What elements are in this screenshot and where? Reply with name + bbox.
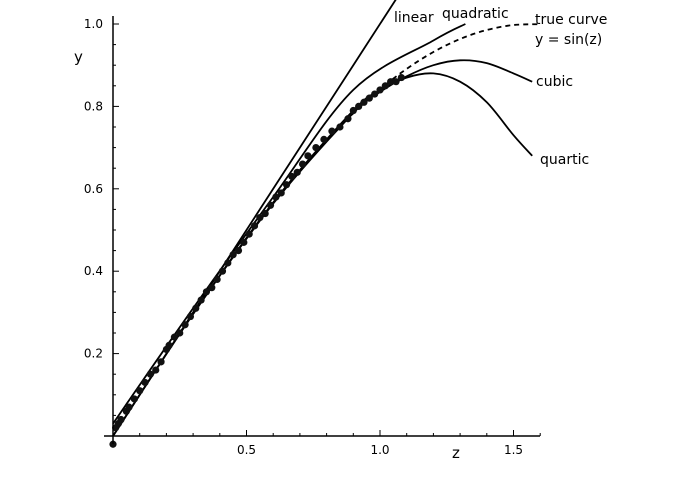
y-tick-label: 1.0 xyxy=(84,17,103,31)
data-point xyxy=(397,73,405,82)
series-line-true-curve xyxy=(325,23,541,142)
data-point xyxy=(392,78,400,86)
data-point xyxy=(213,275,221,284)
data-point xyxy=(234,247,243,255)
data-point xyxy=(381,82,389,90)
data-point xyxy=(109,440,117,448)
data-point xyxy=(344,115,352,123)
data-point xyxy=(250,222,259,230)
series-layer xyxy=(112,0,541,437)
data-point xyxy=(117,415,125,424)
curve-label-quartic: quartic xyxy=(540,152,589,168)
data-point xyxy=(360,98,368,106)
data-point xyxy=(157,358,165,366)
data-point xyxy=(245,230,253,238)
data-point xyxy=(208,284,216,292)
data-point xyxy=(170,333,179,341)
curve-label-true-curve: true curve xyxy=(535,12,607,28)
x-tick-label: 1.5 xyxy=(504,443,523,457)
data-point xyxy=(261,209,269,218)
data-point xyxy=(355,102,363,110)
data-point xyxy=(349,106,357,115)
ticks: 0.2 0.4 0.6 0.8 1.0 0.5 1.0 1.5 xyxy=(84,17,541,457)
y-tick-label: 0.8 xyxy=(84,99,103,113)
data-point xyxy=(256,214,264,222)
data-point xyxy=(277,189,285,197)
curve-labels: linear quadratic true curve y = sin(z) c… xyxy=(394,6,607,168)
y-tick-label: 0.6 xyxy=(84,182,103,196)
y-tick-label: 0.2 xyxy=(84,347,103,361)
data-point xyxy=(130,395,138,403)
curve-label-cubic: cubic xyxy=(536,74,573,90)
data-point xyxy=(336,123,344,131)
data-point xyxy=(202,288,211,296)
curve-label-linear: linear xyxy=(394,10,434,26)
data-point xyxy=(371,90,379,98)
data-point xyxy=(240,238,248,246)
data-point xyxy=(304,152,312,160)
data-point xyxy=(387,78,395,86)
data-point xyxy=(288,172,296,181)
series-line-cubic xyxy=(112,59,533,437)
data-point xyxy=(365,94,373,102)
data-point xyxy=(272,193,280,201)
data-point xyxy=(152,366,160,374)
curve-label-sin-equation: y = sin(z) xyxy=(535,32,602,48)
x-tick-label: 1.0 xyxy=(370,443,389,457)
x-axis-title: z xyxy=(452,444,460,462)
data-point xyxy=(312,144,320,152)
data-point xyxy=(192,304,200,312)
data-point xyxy=(266,201,275,209)
x-tick-label: 0.5 xyxy=(237,443,256,457)
data-point xyxy=(146,370,154,378)
data-point xyxy=(328,127,336,135)
data-point xyxy=(125,403,133,411)
data-point xyxy=(298,160,307,168)
data-point xyxy=(176,329,184,337)
data-point xyxy=(224,259,232,267)
y-tick-label: 0.4 xyxy=(84,264,103,278)
data-point xyxy=(293,168,301,176)
data-point xyxy=(218,267,227,275)
data-point xyxy=(229,251,237,259)
data-point xyxy=(282,181,291,189)
data-point xyxy=(165,341,173,349)
y-axis-title: y xyxy=(74,48,83,66)
data-point xyxy=(136,387,144,395)
data-points xyxy=(109,73,405,448)
series-line-quadratic xyxy=(112,23,466,425)
data-point xyxy=(181,321,189,329)
data-point xyxy=(141,378,149,387)
data-point xyxy=(376,86,384,94)
data-point xyxy=(320,135,328,143)
curve-label-quadratic: quadratic xyxy=(442,6,509,22)
axes xyxy=(104,16,540,444)
data-point xyxy=(186,312,195,321)
data-point xyxy=(197,296,205,304)
